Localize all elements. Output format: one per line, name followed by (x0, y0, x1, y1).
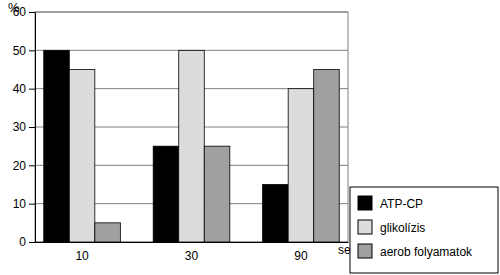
grid (35, 12, 348, 242)
bar (263, 185, 289, 243)
series (95, 70, 339, 243)
y-tick-mark (29, 242, 35, 243)
y-tick-mark (29, 12, 35, 13)
legend: ATP-CP glikolízis aerob folyamatok (350, 187, 498, 273)
bar (44, 50, 70, 242)
bar (204, 146, 230, 242)
y-axis-line (35, 13, 36, 243)
y-tick-mark (29, 89, 35, 90)
legend-label: aerob folyamatok (380, 245, 473, 259)
legend-item: glikolízis (358, 220, 425, 235)
y-tick-label: 10 (13, 197, 27, 211)
bars (44, 50, 339, 242)
bar (153, 146, 179, 242)
y-axis: 0102030405060 (13, 5, 36, 249)
y-tick: 40 (13, 82, 35, 96)
y-tick-label: 50 (13, 44, 27, 58)
y-tick-label: 40 (13, 82, 27, 96)
y-tick-label: 0 (19, 235, 26, 249)
y-tick: 50 (13, 44, 35, 58)
y-tick: 0 (19, 235, 35, 249)
y-tick: 30 (13, 120, 35, 134)
x-tick: 30 (185, 249, 199, 263)
plot: 0102030405060103090 (13, 5, 349, 262)
y-tick-mark (29, 127, 35, 128)
y-tick: 20 (13, 159, 35, 173)
legend-label: ATP-CP (380, 197, 423, 211)
x-tick-label: 30 (185, 249, 199, 263)
plot-frame (35, 12, 348, 242)
bar (314, 70, 340, 243)
x-axis: 10 30 90 (36, 243, 349, 263)
bar (95, 223, 121, 242)
bar (288, 89, 314, 242)
x-axis-line (36, 242, 349, 243)
series (44, 50, 288, 242)
legend-swatch (358, 220, 372, 234)
y-tick-label: 20 (13, 159, 27, 173)
x-tick: 90 (294, 249, 308, 263)
bar (179, 50, 205, 242)
y-tick-mark (29, 50, 35, 51)
legend-swatch (358, 244, 372, 258)
legend-item: aerob folyamatok (358, 244, 473, 259)
x-tick: 10 (75, 249, 89, 263)
y-tick-mark (29, 204, 35, 205)
series (69, 50, 313, 242)
legend-label: glikolízis (380, 221, 425, 235)
x-tick-label: 10 (75, 249, 89, 263)
legend-swatch (358, 196, 372, 210)
y-axis-title: % (8, 0, 20, 15)
bar (69, 70, 95, 243)
legend-box (350, 187, 498, 273)
x-tick-label: 90 (294, 249, 308, 263)
y-tick-label: 30 (13, 120, 27, 134)
y-tick-mark (29, 165, 35, 166)
legend-item: ATP-CP (358, 196, 423, 211)
y-tick: 10 (13, 197, 35, 211)
chart: 0102030405060103090%sec.ATP-CPglikolízis… (0, 0, 500, 275)
